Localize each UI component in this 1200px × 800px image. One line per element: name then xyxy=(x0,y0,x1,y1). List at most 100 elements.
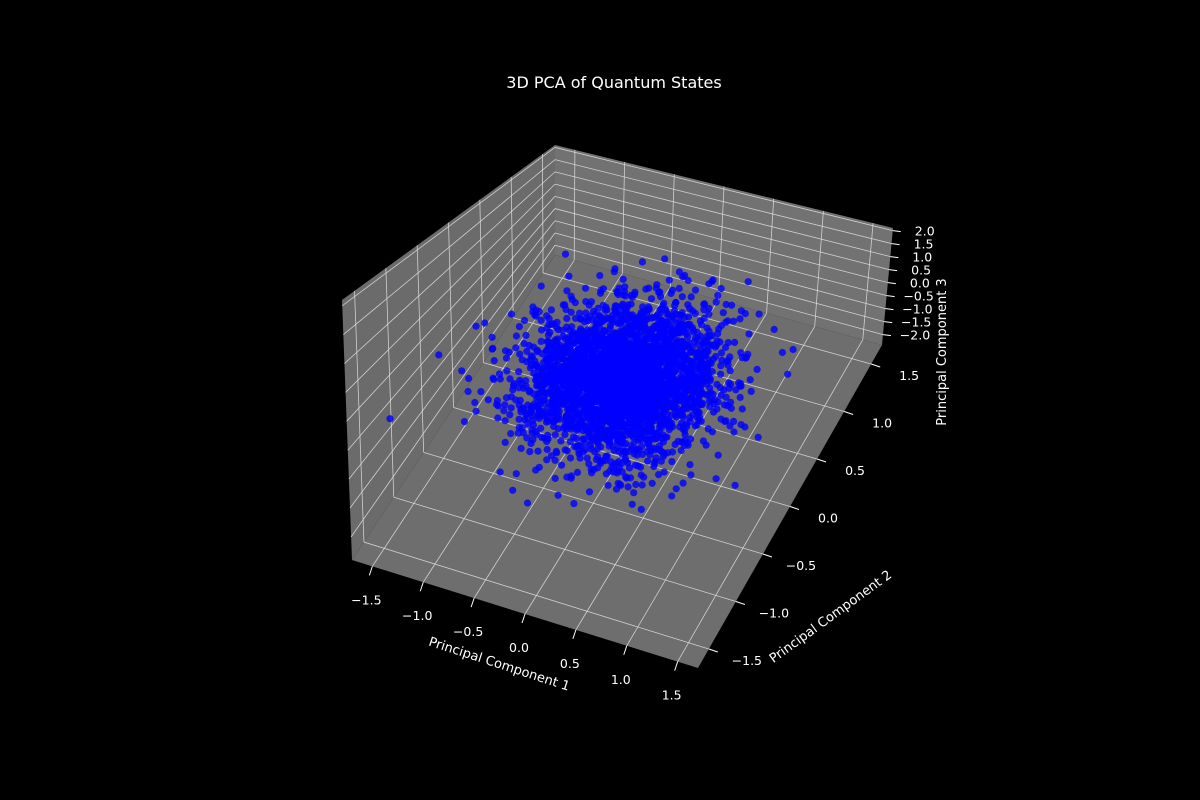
y-tick-mark xyxy=(762,553,773,558)
data-point xyxy=(602,345,610,353)
data-point xyxy=(679,479,687,487)
grid-line-z-back xyxy=(554,183,890,270)
data-point xyxy=(657,399,665,407)
y-tick-mark xyxy=(789,506,800,510)
data-point xyxy=(705,310,713,318)
data-point xyxy=(595,312,603,320)
data-point xyxy=(565,272,573,280)
data-point xyxy=(543,445,551,454)
data-point xyxy=(523,434,531,442)
data-point xyxy=(587,437,595,445)
data-point xyxy=(527,352,535,360)
data-point xyxy=(572,434,581,442)
data-point xyxy=(471,398,479,407)
data-point xyxy=(563,287,571,295)
data-point xyxy=(576,397,584,405)
data-point xyxy=(686,417,694,426)
x-tick-label: 1.0 xyxy=(611,672,631,687)
grid-line-y-left xyxy=(416,245,425,453)
data-point xyxy=(726,367,734,375)
axis-ticks: −1.5−1.0−0.50.00.51.01.5−1.5−1.0−0.50.00… xyxy=(351,224,935,703)
data-point xyxy=(633,451,641,459)
data-point xyxy=(702,380,711,388)
data-point xyxy=(605,329,614,337)
data-point xyxy=(649,313,657,322)
data-point xyxy=(488,333,496,341)
data-point xyxy=(542,418,551,426)
data-point xyxy=(596,407,604,415)
data-point xyxy=(534,447,542,455)
x-tick-label: −0.5 xyxy=(453,624,483,639)
data-point xyxy=(551,374,559,382)
data-point xyxy=(583,366,591,374)
data-point xyxy=(472,407,480,415)
data-point xyxy=(625,464,634,472)
data-point xyxy=(632,345,640,353)
data-point xyxy=(660,369,668,377)
data-point xyxy=(503,367,511,375)
data-point xyxy=(784,370,792,378)
data-point xyxy=(648,369,657,378)
data-point xyxy=(512,344,520,352)
data-point xyxy=(524,420,532,428)
grid-line-y-left xyxy=(510,176,514,318)
data-point xyxy=(575,374,584,383)
data-point xyxy=(736,315,744,323)
data-point xyxy=(611,265,619,273)
data-point xyxy=(559,355,567,363)
grid-line-x-back xyxy=(573,149,576,261)
data-point xyxy=(589,417,597,426)
y-tick-mark xyxy=(708,648,718,653)
data-point xyxy=(458,367,466,375)
data-point xyxy=(639,368,647,376)
y-tick-label: −0.5 xyxy=(786,558,816,573)
data-point xyxy=(648,388,657,396)
data-point xyxy=(542,355,550,363)
data-point xyxy=(694,334,702,342)
data-point xyxy=(543,456,551,464)
data-point xyxy=(609,420,618,428)
data-point xyxy=(732,386,740,394)
grid-lines xyxy=(341,147,893,662)
scatter-points xyxy=(386,250,797,513)
data-point xyxy=(672,485,680,493)
data-point xyxy=(577,343,585,351)
data-point xyxy=(619,300,627,308)
data-point xyxy=(593,348,601,356)
data-point xyxy=(571,299,579,307)
data-point xyxy=(518,356,526,364)
data-point xyxy=(507,404,515,412)
data-point xyxy=(725,384,733,392)
data-point xyxy=(465,374,473,383)
data-point xyxy=(631,374,639,382)
data-point xyxy=(689,325,697,334)
data-point xyxy=(628,500,636,508)
grid-line-x-back xyxy=(766,198,775,314)
data-point xyxy=(546,369,554,377)
data-point xyxy=(522,331,530,339)
data-point xyxy=(563,425,571,433)
data-point xyxy=(587,465,595,473)
data-point xyxy=(576,315,584,323)
data-point xyxy=(628,411,636,419)
data-point xyxy=(712,298,720,306)
data-point xyxy=(727,404,735,412)
data-point xyxy=(602,416,610,424)
data-point xyxy=(685,372,694,381)
grid-line-y-left xyxy=(354,290,365,543)
data-point xyxy=(541,392,549,400)
data-point xyxy=(619,369,628,377)
z-tick-label: 0.5 xyxy=(911,263,931,278)
data-point xyxy=(721,343,730,352)
grid-line-x-back xyxy=(862,223,874,340)
x-tick-label: 0.5 xyxy=(560,656,580,671)
data-point xyxy=(635,430,643,438)
data-point xyxy=(598,401,606,409)
data-point xyxy=(719,309,727,317)
left-wall-pane xyxy=(342,145,555,560)
z-tick-label: −1.5 xyxy=(901,315,931,330)
x-tick-label: −1.0 xyxy=(402,608,432,623)
grid-line-z-back xyxy=(554,195,888,283)
data-point xyxy=(540,380,549,388)
data-point xyxy=(551,394,559,402)
